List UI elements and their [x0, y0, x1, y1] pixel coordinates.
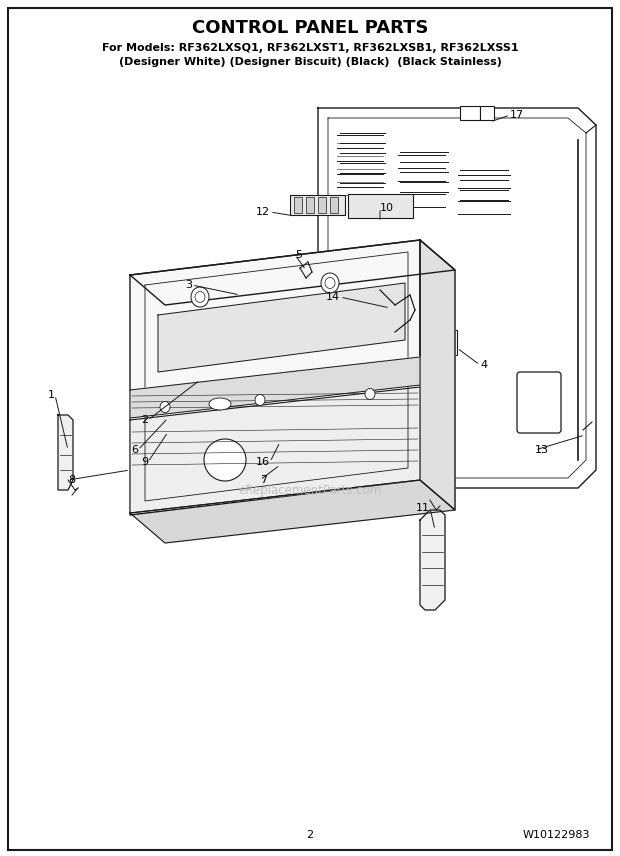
Text: 8: 8 [68, 475, 75, 485]
Text: 17: 17 [510, 110, 524, 120]
Polygon shape [130, 387, 420, 513]
Text: 4: 4 [480, 360, 487, 370]
Bar [330, 197, 338, 213]
Text: 2: 2 [306, 830, 314, 840]
Text: 2: 2 [141, 415, 148, 425]
Polygon shape [130, 480, 455, 543]
Polygon shape [58, 415, 73, 490]
Bar [460, 106, 480, 120]
Polygon shape [130, 240, 420, 515]
Text: eReplacementParts.com: eReplacementParts.com [238, 484, 382, 496]
Text: 3: 3 [185, 280, 192, 290]
Text: 6: 6 [131, 445, 138, 455]
Text: 9: 9 [141, 457, 148, 467]
Bar [348, 194, 413, 218]
Text: 12: 12 [256, 207, 270, 217]
Polygon shape [420, 240, 455, 510]
Text: CONTROL PANEL PARTS: CONTROL PANEL PARTS [192, 19, 428, 37]
Ellipse shape [325, 277, 335, 288]
Text: 10: 10 [380, 203, 394, 213]
Ellipse shape [209, 398, 231, 410]
Polygon shape [130, 357, 420, 418]
Text: 1: 1 [48, 390, 55, 400]
Ellipse shape [195, 292, 205, 302]
Bar [318, 197, 326, 213]
Polygon shape [130, 240, 455, 305]
Text: 5: 5 [295, 250, 302, 260]
FancyBboxPatch shape [517, 372, 561, 433]
Text: 11: 11 [416, 503, 430, 513]
Text: W10122983: W10122983 [523, 830, 590, 840]
Bar [290, 195, 345, 215]
Text: 14: 14 [326, 292, 340, 302]
Bar [480, 106, 494, 120]
Ellipse shape [365, 389, 375, 400]
Ellipse shape [191, 287, 209, 307]
Text: For Models: RF362LXSQ1, RF362LXST1, RF362LXSB1, RF362LXSS1: For Models: RF362LXSQ1, RF362LXST1, RF36… [102, 43, 518, 53]
Ellipse shape [204, 439, 246, 481]
Ellipse shape [321, 273, 339, 293]
Bar [294, 197, 302, 213]
Polygon shape [420, 510, 445, 610]
Text: 16: 16 [256, 457, 270, 467]
Text: 13: 13 [535, 445, 549, 455]
Ellipse shape [255, 395, 265, 406]
Bar [306, 197, 314, 213]
Polygon shape [318, 108, 596, 488]
Bar [425, 330, 457, 355]
Ellipse shape [160, 401, 170, 413]
Text: 7: 7 [260, 475, 267, 485]
Text: (Designer White) (Designer Biscuit) (Black)  (Black Stainless): (Designer White) (Designer Biscuit) (Bla… [118, 57, 502, 67]
Ellipse shape [369, 284, 411, 336]
Polygon shape [158, 283, 405, 372]
